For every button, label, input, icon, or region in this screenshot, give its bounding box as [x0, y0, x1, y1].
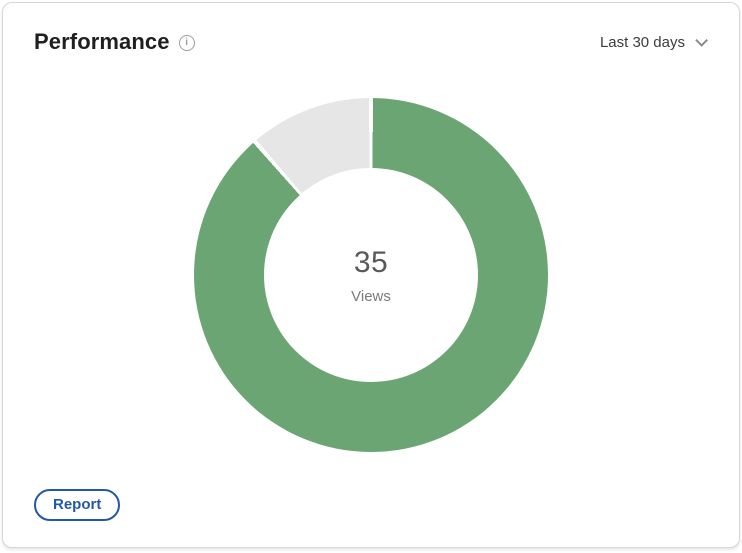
date-range-dropdown[interactable]: Last 30 days: [599, 33, 708, 51]
report-button[interactable]: Report: [34, 489, 121, 521]
views-count: 35: [353, 245, 389, 279]
title-group: Performance i: [34, 29, 195, 55]
date-range-label: Last 30 days: [599, 33, 685, 51]
page-title: Performance: [34, 29, 170, 54]
donut-chart: 35 Views: [194, 98, 548, 452]
chevron-down-icon: [695, 33, 708, 47]
info-icon[interactable]: i: [178, 35, 195, 51]
card-header: Performance i Last 30 days: [3, 3, 739, 55]
views-label: Views: [351, 287, 391, 305]
donut-center: 35 Views: [264, 168, 478, 382]
